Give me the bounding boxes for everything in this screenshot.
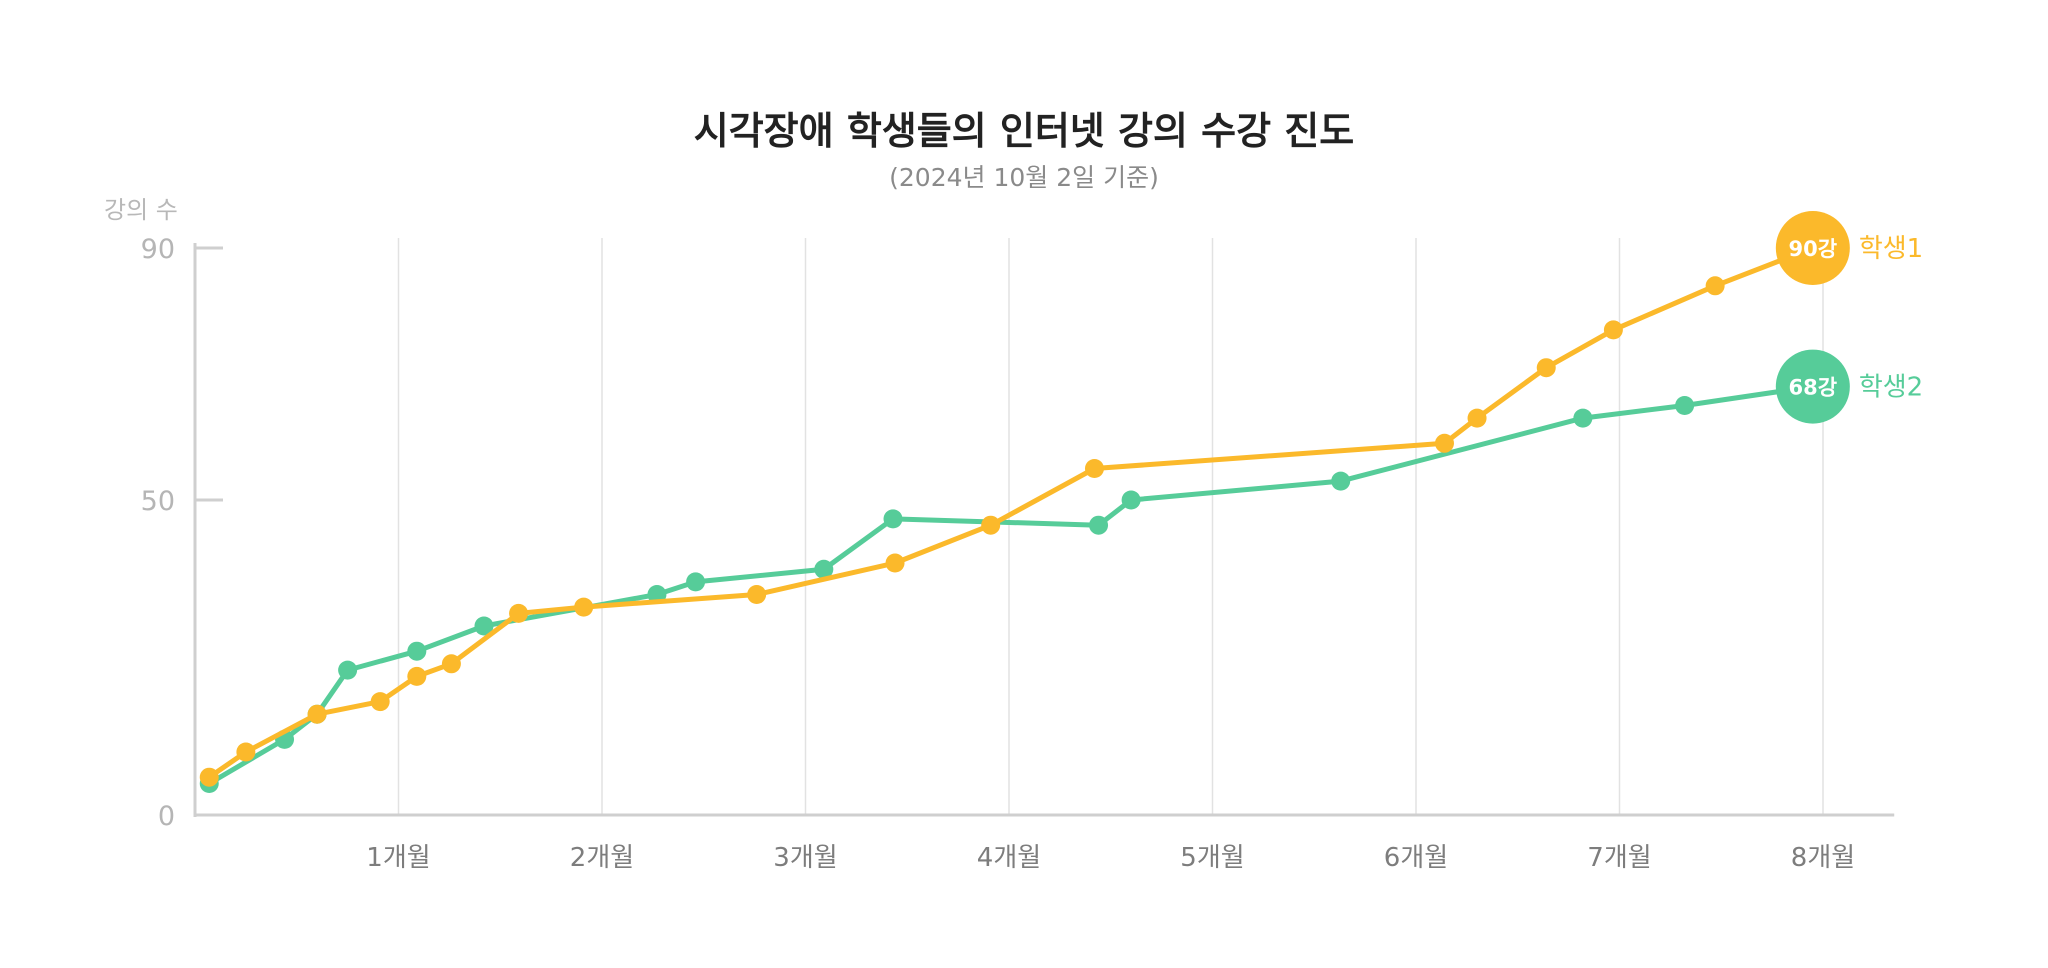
x-tick-label: 1개월	[366, 843, 430, 873]
data-point	[236, 742, 256, 762]
data-point	[1573, 408, 1593, 428]
data-point	[1089, 515, 1109, 535]
data-point	[1603, 320, 1623, 340]
x-tick-label: 5개월	[1180, 843, 1244, 873]
data-point	[574, 597, 594, 617]
x-tick-label: 3개월	[773, 843, 837, 873]
data-point	[441, 654, 461, 674]
data-point	[1434, 433, 1454, 453]
series-name-label: 학생1	[1859, 234, 1923, 264]
y-axis-label: 강의 수	[104, 196, 178, 224]
data-point	[1084, 459, 1104, 478]
data-point	[407, 641, 427, 661]
x-tick-label: 4개월	[977, 843, 1041, 873]
data-point	[814, 559, 834, 579]
data-point	[883, 509, 903, 529]
data-point	[307, 704, 327, 724]
data-point	[509, 603, 529, 623]
data-point	[1467, 408, 1487, 428]
series-end-marker	[1775, 211, 1850, 285]
data-point	[370, 692, 390, 712]
data-point	[1675, 396, 1695, 415]
data-point	[747, 585, 767, 604]
series-end-marker	[1775, 349, 1850, 424]
data-point	[1705, 276, 1725, 296]
series-end-value-label: 68강	[1789, 376, 1838, 400]
data-point	[407, 666, 427, 686]
y-tick-label: 50	[141, 486, 175, 517]
chart-title: 시각장애 학생들의 인터넷 강의 수강 진도	[693, 109, 1355, 153]
y-tick-label: 0	[158, 801, 175, 832]
x-tick-label: 7개월	[1587, 843, 1651, 873]
series-line-2	[206, 245, 1816, 780]
data-point	[199, 767, 219, 787]
series-end-value-label: 90강	[1789, 237, 1838, 261]
x-tick-label: 6개월	[1384, 843, 1448, 873]
data-point	[885, 553, 905, 573]
data-point	[1331, 471, 1351, 491]
series-name-label: 학생2	[1859, 373, 1923, 403]
x-tick-label: 2개월	[570, 843, 634, 873]
data-point	[686, 572, 706, 592]
y-tick-label: 90	[141, 234, 175, 265]
data-point	[1536, 358, 1556, 378]
data-point	[981, 515, 1001, 535]
series-line-1	[206, 384, 1816, 786]
data-point	[1121, 490, 1141, 510]
x-tick-label: 8개월	[1791, 843, 1855, 873]
chart-subtitle: (2024년 10월 2일 기준)	[889, 163, 1159, 192]
data-point	[474, 616, 494, 636]
data-point	[338, 660, 358, 680]
